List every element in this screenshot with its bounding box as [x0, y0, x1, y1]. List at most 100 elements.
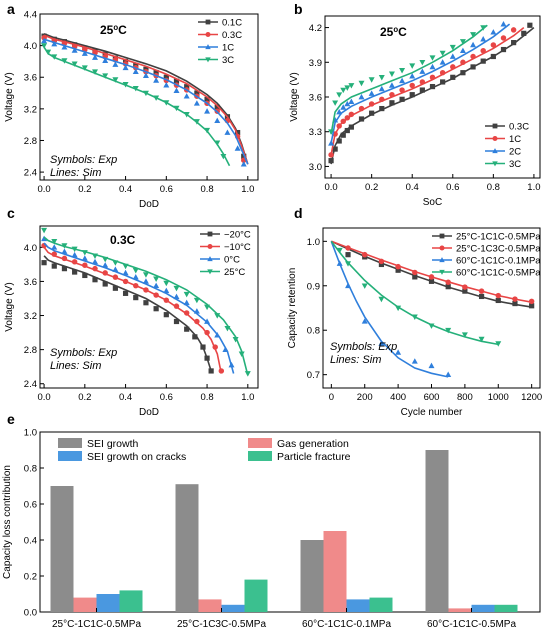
data-point-marker: [459, 39, 466, 45]
data-point-marker: [336, 138, 342, 144]
y-tick-label: 1.0: [307, 237, 320, 248]
data-point-marker: [358, 80, 365, 87]
plot-area: [41, 33, 249, 167]
y-tick-label: 0.6: [24, 500, 37, 511]
legend-label: 60°C-1C1C-0.5MPa: [456, 268, 541, 279]
data-point-marker: [439, 59, 446, 65]
data-point-marker: [82, 262, 88, 268]
series-line: [43, 236, 249, 376]
data-point-marker: [409, 82, 415, 89]
legend-label: Gas generation: [277, 438, 349, 450]
data-point-marker: [411, 358, 418, 364]
legend-label: SEI growth: [87, 438, 139, 450]
data-point-marker: [512, 300, 518, 307]
y-tick-label: 0.2: [24, 572, 37, 583]
data-point-marker: [399, 96, 405, 102]
x-axis-label: DoD: [139, 407, 159, 418]
data-point-marker: [163, 74, 169, 80]
plot-area: [328, 20, 535, 165]
data-point-marker: [224, 325, 231, 332]
panel-label: d: [294, 205, 303, 221]
data-point-marker: [183, 299, 190, 306]
x-tick-label: 0.8: [487, 182, 500, 193]
data-point-marker: [61, 58, 68, 64]
y-tick-label: 3.2: [24, 104, 37, 115]
note-text: Symbols: Exp: [50, 154, 117, 166]
data-point-marker: [345, 252, 351, 258]
plot-area: [330, 240, 535, 378]
panel-annotation: 0.3C: [110, 233, 136, 247]
data-point-marker: [429, 74, 436, 81]
data-point-marker: [358, 105, 365, 112]
bar: [471, 604, 495, 612]
legend-label: Particle fracture: [277, 451, 351, 463]
data-point-marker: [449, 53, 456, 59]
data-point-marker: [368, 101, 375, 107]
y-axis-label: Voltage (V): [4, 72, 15, 121]
data-point-marker: [183, 291, 190, 298]
x-tick-label: 1000: [488, 392, 509, 403]
data-point-marker: [344, 127, 350, 134]
legend-label: 25°C-1C1C-0.5MPa: [456, 232, 541, 243]
data-point-marker: [204, 329, 210, 336]
data-point-marker: [71, 61, 78, 67]
data-point-marker: [235, 129, 241, 136]
data-point-marker: [378, 85, 385, 92]
data-point-marker: [480, 36, 487, 42]
data-point-marker: [72, 269, 78, 275]
data-point-marker: [368, 90, 375, 96]
data-point-marker: [92, 253, 98, 259]
data-point-marker: [336, 92, 343, 98]
data-point-marker: [332, 100, 339, 106]
data-point-marker: [61, 44, 68, 50]
data-point-marker: [378, 296, 385, 303]
legend-label: −20°C: [224, 230, 251, 241]
data-point-marker: [429, 55, 436, 61]
legend-label: 25°C-1C3C-0.5MPa: [456, 244, 541, 255]
data-point-marker: [122, 269, 129, 276]
data-point-marker: [122, 278, 129, 285]
data-point-marker: [204, 108, 211, 114]
data-point-marker: [183, 93, 190, 99]
x-tick-label: 25°C-1C1C-0.5MPa: [52, 619, 141, 630]
legend-label: SEI growth on cracks: [87, 451, 186, 463]
x-tick-label: 0.8: [200, 392, 213, 403]
data-point-marker: [41, 235, 48, 242]
data-point-marker: [193, 297, 200, 304]
data-point-marker: [132, 68, 139, 75]
data-point-marker: [492, 135, 498, 142]
x-tick-label: 0.0: [37, 184, 50, 195]
legend-swatch: [248, 451, 272, 461]
data-point-marker: [379, 105, 385, 112]
data-point-marker: [429, 63, 436, 70]
note-text: Symbols: Exp: [50, 347, 117, 359]
series-line: [330, 241, 449, 378]
y-tick-label: 3.2: [24, 311, 37, 322]
data-point-marker: [228, 361, 235, 368]
data-point-marker: [378, 340, 385, 346]
panel-annotation: 25oC: [380, 25, 407, 40]
x-tick-label: 25°C-1C3C-0.5MPa: [177, 619, 266, 630]
y-tick-label: 1.0: [24, 428, 37, 439]
data-point-marker: [207, 269, 213, 275]
data-point-marker: [204, 318, 211, 324]
data-point-marker: [395, 305, 402, 312]
data-point-marker: [409, 73, 416, 79]
data-point-marker: [51, 40, 58, 47]
bar: [221, 604, 245, 612]
panel-label: b: [294, 1, 303, 17]
panel-e: e 0.0 0.2 0.4 0.6 0.8 1.0 Capacity loss contrib…: [2, 411, 541, 630]
data-point-marker: [173, 87, 180, 94]
y-tick-label: 3.6: [24, 277, 37, 288]
data-point-marker: [142, 278, 149, 284]
data-point-marker: [194, 90, 200, 96]
series-line: [330, 240, 499, 346]
x-tick-label: 0.6: [446, 182, 459, 193]
data-point-marker: [495, 341, 502, 347]
y-tick-label: 4.4: [24, 10, 37, 21]
data-point-marker: [102, 57, 109, 63]
data-point-marker: [528, 298, 535, 305]
data-point-marker: [238, 351, 245, 358]
data-point-marker: [492, 148, 498, 154]
data-point-marker: [184, 326, 190, 332]
